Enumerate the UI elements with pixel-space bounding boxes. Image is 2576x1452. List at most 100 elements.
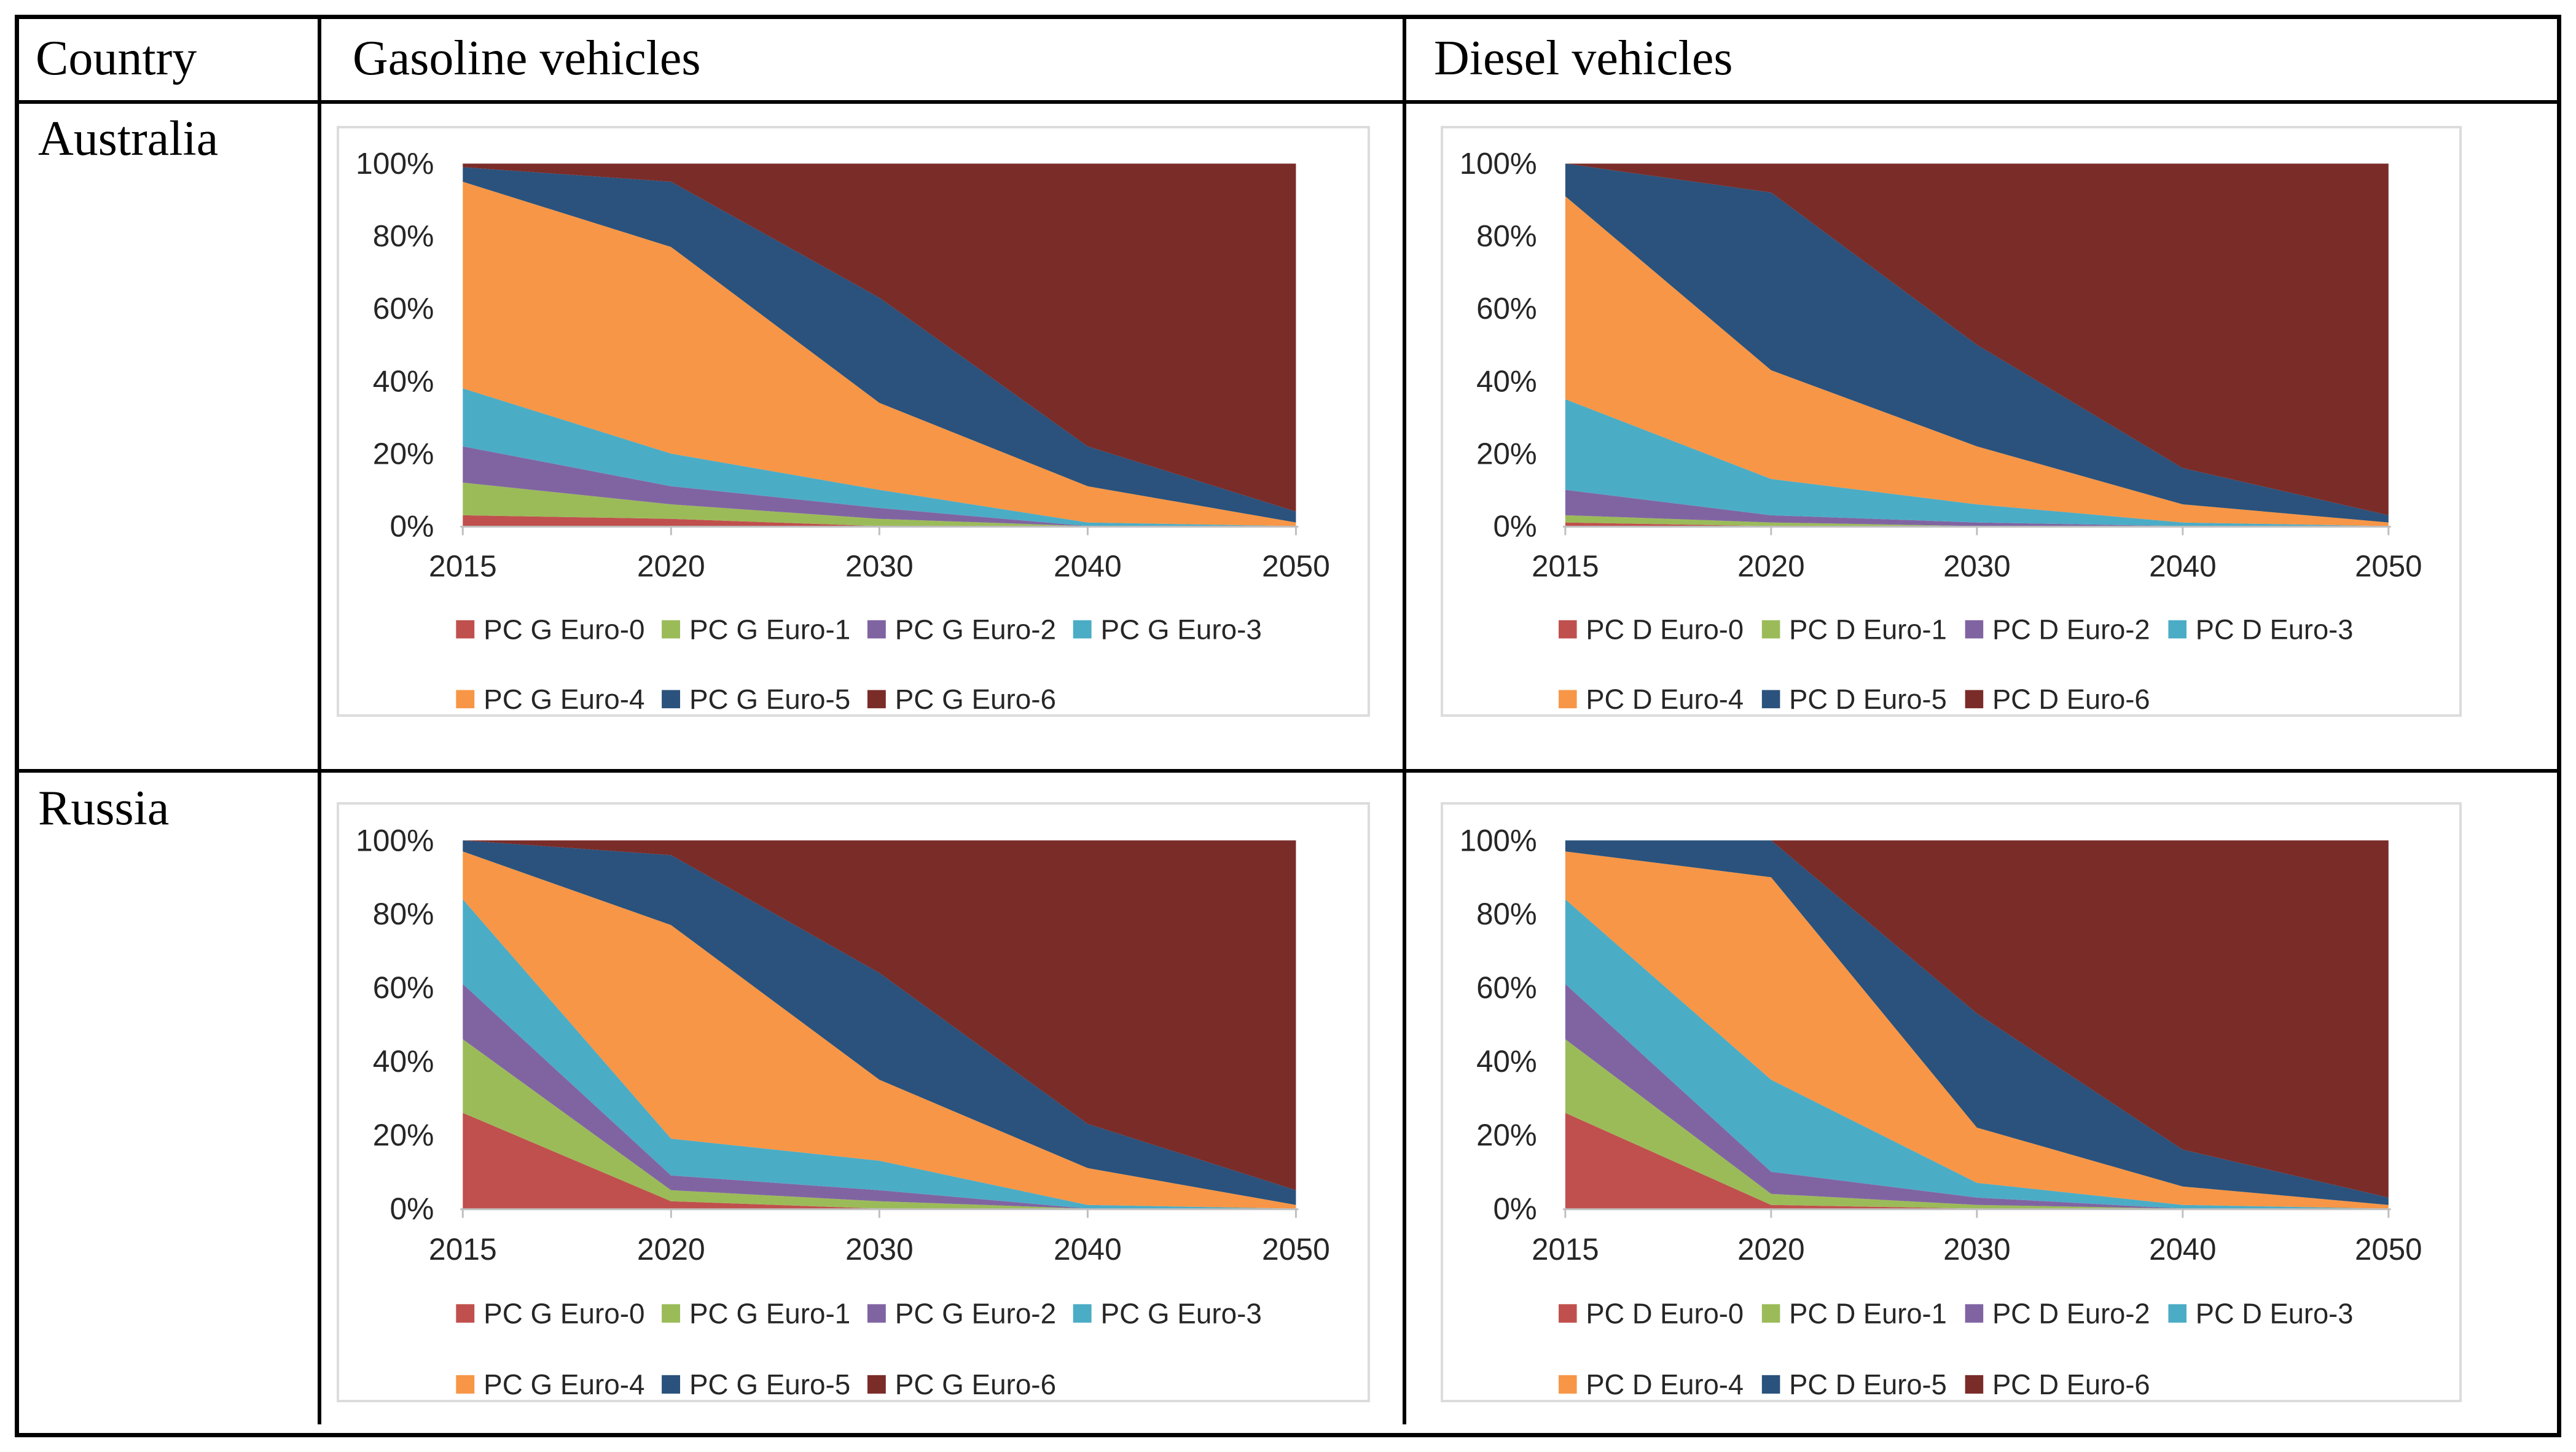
legend-label: PC D Euro-5 — [1789, 684, 1947, 714]
legend-label: PC D Euro-4 — [1586, 684, 1744, 714]
y-axis-label-100-: 100% — [1460, 823, 1537, 858]
table-outer-border — [15, 15, 2561, 1437]
x-axis-label-2050: 2050 — [1262, 1232, 1330, 1267]
legend-label: PC G Euro-3 — [1101, 1297, 1262, 1329]
legend-item-pc-d-euro-2: PC D Euro-2 — [1965, 1298, 2150, 1330]
y-axis-label-80-: 80% — [373, 897, 434, 931]
legend-label: PC G Euro-6 — [895, 1368, 1056, 1400]
legend-label: PC D Euro-2 — [1992, 1298, 2150, 1330]
legend-label: PC D Euro-3 — [2196, 614, 2354, 645]
chart-box-australia-gasoline: 0% 20% 40% 60% 80% 100% 2015 2020 2030 2040 2050 PC… — [337, 126, 1370, 717]
x-axis-label-2030: 2030 — [1943, 549, 2010, 583]
legend-item-pc-g-euro-1: PC G Euro-1 — [662, 1297, 850, 1330]
table-column-divider-country — [318, 19, 321, 1424]
legend-item-pc-d-euro-5: PC D Euro-5 — [1761, 1369, 1947, 1400]
legend-item-pc-g-euro-5: PC G Euro-5 — [662, 1368, 850, 1400]
legend-swatch-icon — [1559, 1375, 1577, 1394]
area-pc-g-euro-6 — [463, 163, 1296, 512]
legend-swatch-icon — [456, 1375, 475, 1394]
legend-item-pc-d-euro-4: PC D Euro-4 — [1559, 684, 1744, 714]
legend-item-pc-g-euro-2: PC G Euro-2 — [867, 1297, 1056, 1330]
legend-label: PC G Euro-0 — [483, 614, 644, 646]
legend-swatch-icon — [1761, 1375, 1780, 1394]
y-axis-label-20-: 20% — [373, 436, 434, 470]
area-pc-d-euro-3 — [1565, 899, 2389, 1209]
legend-label: PC G Euro-4 — [483, 684, 644, 714]
x-axis-label-2015: 2015 — [429, 1232, 497, 1267]
legend-item-pc-g-euro-2: PC G Euro-2 — [867, 614, 1056, 645]
x-axis-label-2020: 2020 — [1737, 1232, 1804, 1267]
legend-swatch-icon — [662, 690, 681, 709]
legend-item-pc-d-euro-1: PC D Euro-1 — [1761, 614, 1947, 645]
y-axis-label-20-: 20% — [1476, 1117, 1537, 1152]
area-pc-g-euro-6 — [463, 840, 1296, 1190]
x-axis-label-2040: 2040 — [2149, 1232, 2216, 1267]
legend-swatch-icon — [456, 1304, 475, 1323]
legend-item-pc-d-euro-3: PC D Euro-3 — [2168, 614, 2353, 645]
area-pc-g-euro-4 — [463, 181, 1296, 526]
australia-diesel-chart: 0%20%40%60%80%100%2015 2020 2030 2040 2050PC… — [1460, 147, 2422, 714]
y-axis-label-0-: 0% — [390, 509, 434, 544]
x-axis-label-2030: 2030 — [845, 549, 914, 584]
legend-label: PC D Euro-0 — [1586, 614, 1744, 645]
x-axis-label-2040: 2040 — [1054, 1232, 1122, 1267]
russia-diesel-chart: 0%20%40%60%80%100%2015 2020 2030 2040 2050PC… — [1460, 823, 2422, 1400]
legend-item-pc-d-euro-1: PC D Euro-1 — [1761, 1298, 1947, 1330]
legend-label: PC G Euro-5 — [689, 1368, 850, 1400]
legend-item-pc-d-euro-4: PC D Euro-4 — [1559, 1369, 1744, 1400]
area-pc-g-euro-5 — [463, 840, 1296, 1205]
legend-label: PC G Euro-6 — [895, 684, 1056, 714]
x-axis-label-2015: 2015 — [1532, 549, 1599, 583]
legend-label: PC G Euro-2 — [895, 1297, 1056, 1329]
header-country: Country — [36, 31, 197, 85]
legend-item-pc-g-euro-3: PC G Euro-3 — [1073, 614, 1262, 645]
legend-swatch-icon — [1965, 1304, 1984, 1323]
x-axis-label-2050: 2050 — [1262, 549, 1330, 584]
legend-swatch-icon — [1965, 1375, 1984, 1394]
legend-item-pc-g-euro-4: PC G Euro-4 — [456, 1368, 644, 1400]
area-pc-d-euro-0 — [1565, 1112, 2389, 1209]
area-pc-d-euro-6 — [1565, 840, 2389, 1198]
table-row-divider — [19, 769, 2557, 773]
legend-label: PC G Euro-5 — [689, 684, 850, 714]
legend-swatch-icon — [1761, 1304, 1780, 1323]
row-label-australia: Australia — [38, 112, 219, 166]
x-axis-label-2020: 2020 — [637, 549, 705, 584]
russia-gasoline-chart: 0%20%40%60%80%100%2015 2020 2030 2040 2050PC… — [356, 823, 1330, 1400]
legend-swatch-icon — [1965, 620, 1984, 639]
legend-item-pc-d-euro-3: PC D Euro-3 — [2168, 1298, 2353, 1330]
row-label-russia: Russia — [38, 781, 170, 835]
y-axis-label-100-: 100% — [356, 823, 434, 857]
y-axis-label-80-: 80% — [1476, 897, 1537, 932]
legend-label: PC G Euro-1 — [689, 614, 850, 646]
y-axis-label-0-: 0% — [1493, 509, 1537, 543]
area-pc-g-euro-4 — [463, 851, 1296, 1209]
legend-swatch-icon — [1073, 620, 1092, 639]
y-axis-label-40-: 40% — [1476, 1044, 1537, 1079]
legend-label: PC G Euro-4 — [483, 1368, 644, 1400]
y-axis-label-80-: 80% — [373, 219, 434, 253]
legend-item-pc-d-euro-0: PC D Euro-0 — [1559, 614, 1744, 645]
area-pc-g-euro-3 — [463, 388, 1296, 526]
y-axis-label-40-: 40% — [1476, 364, 1537, 398]
legend-swatch-icon — [1559, 620, 1577, 639]
legend-label: PC D Euro-5 — [1789, 1369, 1947, 1400]
legend-swatch-icon — [1559, 690, 1577, 709]
x-axis-label-2030: 2030 — [1943, 1232, 2010, 1267]
x-axis-label-2040: 2040 — [2149, 549, 2216, 583]
area-pc-d-euro-3 — [1565, 399, 2389, 526]
area-pc-g-euro-5 — [463, 167, 1296, 523]
y-axis-label-40-: 40% — [373, 1044, 434, 1079]
y-axis-label-100-: 100% — [1460, 147, 1537, 181]
area-pc-d-euro-2 — [1565, 490, 2389, 526]
legend-item-pc-g-euro-1: PC G Euro-1 — [662, 614, 850, 646]
area-pc-d-euro-6 — [1565, 163, 2389, 515]
y-axis-label-20-: 20% — [373, 1118, 434, 1152]
area-pc-d-euro-0 — [1565, 522, 2389, 526]
chart-box-russia-diesel: 0% 20% 40% 60% 80% 100% 2015 2020 2030 2040 2050 PC… — [1441, 802, 2462, 1402]
legend-label: PC G Euro-1 — [689, 1297, 850, 1329]
legend-label: PC D Euro-2 — [1992, 614, 2150, 645]
legend-label: PC D Euro-1 — [1789, 614, 1947, 645]
legend-swatch-icon — [662, 1375, 681, 1394]
